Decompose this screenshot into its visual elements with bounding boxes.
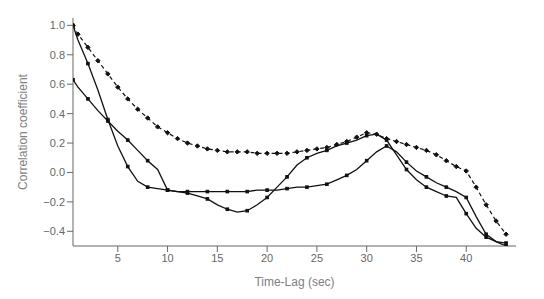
svg-text:0.0: 0.0 [50,166,65,178]
svg-text:−0.4: −0.4 [43,225,65,237]
svg-text:10: 10 [161,252,173,264]
svg-text:30: 30 [361,252,373,264]
svg-text:35: 35 [410,252,422,264]
svg-text:0.4: 0.4 [50,108,65,120]
svg-text:1.0: 1.0 [50,19,65,31]
svg-text:15: 15 [211,252,223,264]
svg-text:0.2: 0.2 [50,137,65,149]
svg-text:Time-Lag (sec): Time-Lag (sec) [254,275,334,289]
svg-text:0.8: 0.8 [50,49,65,61]
svg-text:Correlation coefficient: Correlation coefficient [16,73,30,190]
svg-text:25: 25 [311,252,323,264]
svg-text:5: 5 [115,252,121,264]
svg-text:20: 20 [261,252,273,264]
svg-text:40: 40 [460,252,472,264]
svg-text:−0.2: −0.2 [43,196,65,208]
svg-text:0.6: 0.6 [50,78,65,90]
